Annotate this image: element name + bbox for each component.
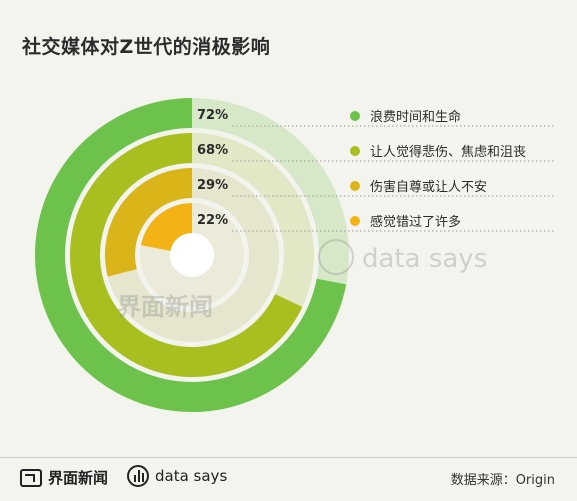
- data-source: 数据来源：Origin: [450, 473, 555, 488]
- legend-label-3: 伤害自尊或让人不安: [370, 179, 487, 195]
- legend-marker-4: [350, 216, 360, 226]
- ring-arc-4: [140, 203, 192, 251]
- footer: 界面新闻 data says 数据来源：Origin: [0, 457, 577, 501]
- legend-marker-2: [350, 146, 360, 156]
- radial-bar-chart: 界面新闻 data says 72% 68% 29% 22% 浪费时间和生命让人觉得悲伤…: [34, 98, 555, 412]
- legend-label-1: 浪费时间和生命: [370, 109, 461, 125]
- ring-arc-3: [105, 168, 192, 277]
- data-says-logo-icon: [127, 465, 149, 487]
- value-label-1: 72%: [197, 108, 228, 123]
- footer-brand-mid-text: data says: [155, 467, 228, 485]
- legend-label-2: 让人觉得悲伤、焦虑和沮丧: [370, 144, 526, 160]
- legend-marker-1: [350, 111, 360, 121]
- chart-title: 社交媒体对Z世代的消极影响: [22, 36, 271, 58]
- watermark-logo-icon: [318, 239, 354, 275]
- value-label-2: 68%: [197, 143, 228, 158]
- watermark: 界面新闻 data says: [117, 239, 487, 321]
- ring-arcs: [34, 98, 347, 412]
- value-label-4: 22%: [197, 213, 228, 228]
- watermark-left: 界面新闻: [117, 293, 213, 321]
- center-hole: [170, 233, 214, 277]
- watermark-right: data says: [362, 244, 487, 274]
- footer-brand-left-text: 界面新闻: [48, 469, 109, 487]
- footer-brand-mid: data says: [127, 465, 227, 487]
- legend-marker-3: [350, 181, 360, 191]
- guide-lines: [232, 125, 555, 232]
- footer-brand-left: 界面新闻: [20, 467, 108, 488]
- value-label-3: 29%: [197, 178, 228, 193]
- jiemian-logo-icon: [20, 468, 42, 487]
- legend-label-4: 感觉错过了许多: [370, 214, 461, 230]
- value-labels: 72% 68% 29% 22%: [197, 108, 228, 228]
